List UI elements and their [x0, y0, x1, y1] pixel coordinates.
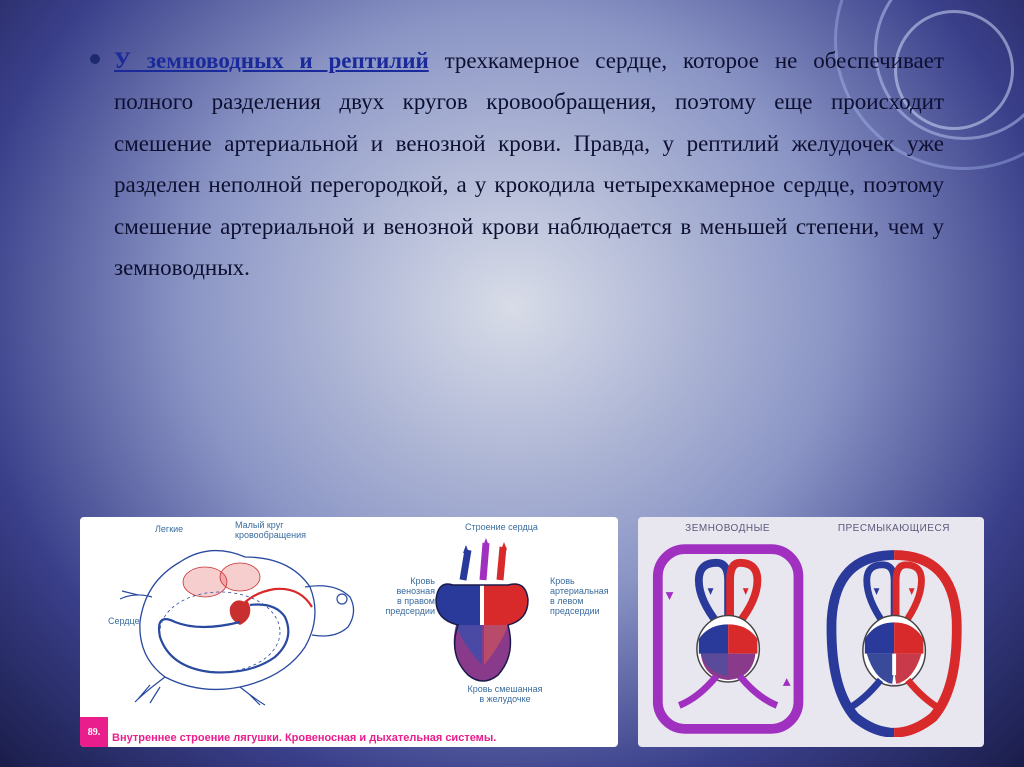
paragraph: У земноводных и рептилий трехкамерное се…: [114, 40, 944, 288]
paragraph-rest: трехкамерное сердце, которое не обеспечи…: [114, 48, 944, 280]
reptile-circulation-icon: [816, 541, 972, 737]
panel-amphibians: ЗЕМНОВОДНЫЕ: [650, 541, 806, 737]
amphibian-circulation-icon: [650, 541, 806, 737]
label-lungs: Легкие: [155, 525, 183, 535]
label-small-circle: Малый кругкровообращения: [235, 521, 315, 541]
panel-reptiles: ПРЕСМЫКАЮЩИЕСЯ: [816, 541, 972, 737]
bullet-icon: [90, 54, 100, 64]
label-arterial: Кровьартериальнаяв левомпредсердии: [550, 577, 612, 617]
figure-circulation-compare: ЗЕМНОВОДНЫЕ: [638, 517, 985, 747]
highlight-text: У земноводных и рептилий: [114, 48, 429, 73]
panel-title: ЗЕМНОВОДНЫЕ: [685, 523, 770, 534]
figure-caption: Внутреннее строение лягушки. Кровеносная…: [112, 732, 496, 744]
bullet-block: У земноводных и рептилий трехкамерное се…: [90, 40, 944, 288]
panel-title: ПРЕСМЫКАЮЩИЕСЯ: [838, 523, 950, 534]
figures-row: Легкие Малый кругкровообращения Строение…: [80, 517, 984, 747]
label-heart: Сердце: [108, 617, 140, 627]
heart-detail-icon: [408, 535, 558, 705]
label-mixed: Кровь смешаннаяв желудочке: [455, 685, 555, 705]
figure-frog-anatomy: Легкие Малый кругкровообращения Строение…: [80, 517, 618, 747]
figure-number-badge: 89.: [80, 717, 108, 747]
slide-container: У земноводных и рептилий трехкамерное се…: [0, 0, 1024, 767]
label-venous: Кровьвенознаяв правомпредсердии: [380, 577, 435, 617]
label-heart-title: Строение сердца: [465, 523, 538, 533]
